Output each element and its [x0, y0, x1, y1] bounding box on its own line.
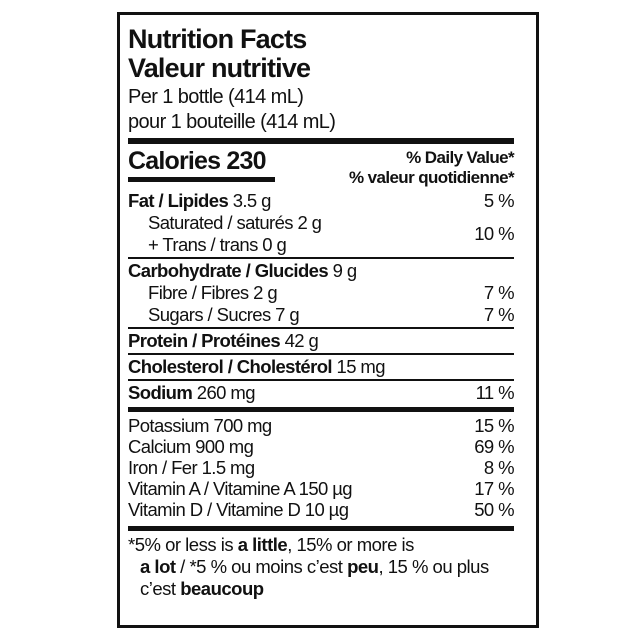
divider: [128, 257, 514, 259]
title-fr: Valeur nutritive: [128, 53, 311, 83]
title-en: Nutrition Facts: [128, 24, 307, 54]
sodium-row: Sodium 260 mg 11 %: [128, 382, 515, 403]
nutrition-facts-label: Nutrition Facts Valeur nutritive Per 1 b…: [117, 12, 539, 628]
vitamin-row-calcium: Calcium 900 mg 69 %: [128, 436, 515, 457]
thick-divider: [128, 407, 514, 412]
serving-size-en: Per 1 bottle (414 mL): [128, 86, 304, 108]
protein-row: Protein / Protéines 42 g: [128, 330, 319, 351]
saturated-trans-row: Saturated / saturés 2 g + Trans / trans …: [148, 212, 515, 255]
saturated-trans-dv: 10 %: [474, 223, 514, 244]
calories-section: Calories 230 % Daily Value* % valeur quo…: [128, 144, 515, 190]
divider: [128, 327, 514, 329]
serving-size-fr: pour 1 bouteille (414 mL): [128, 111, 336, 133]
divider: [128, 353, 514, 355]
divider: [128, 379, 514, 381]
daily-value-header-fr: % valeur quotidienne*: [348, 168, 515, 187]
calories-label: Calories: [128, 147, 221, 175]
thick-divider: [128, 138, 514, 144]
footnote: *5% or less is a little, 15% or more is …: [128, 534, 489, 599]
carbohydrate-row: Carbohydrate / Glucides 9 g: [128, 260, 357, 281]
calories: Calories 230: [128, 147, 267, 176]
vitamin-row-iron: Iron / Fer 1.5 mg 8 %: [128, 457, 515, 478]
calories-value: 230: [226, 147, 266, 175]
vitamin-row-potassium: Potassium 700 mg 15 %: [128, 415, 515, 436]
daily-value-header-en: % Daily Value*: [406, 148, 514, 167]
cholesterol-row: Cholesterol / Cholestérol 15 mg: [128, 356, 386, 377]
vitamin-row-vitamin-a: Vitamin A / Vitamine A 150 µg 17 %: [128, 478, 515, 499]
thick-divider: [128, 526, 514, 531]
calories-underline: [128, 177, 275, 182]
vitamin-row-vitamin-d: Vitamin D / Vitamine D 10 µg 50 %: [128, 499, 515, 520]
